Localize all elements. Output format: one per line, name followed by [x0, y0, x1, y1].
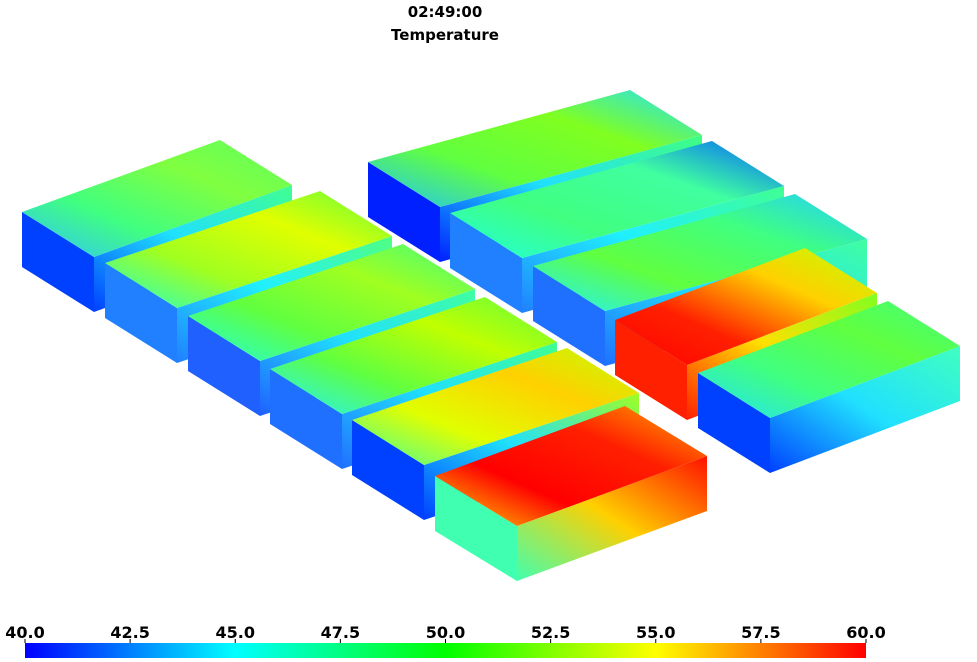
- slab-top-face: [352, 348, 639, 465]
- slab-top-face: [188, 244, 475, 361]
- slab-end-face: [450, 213, 522, 313]
- colorbar-tick-label: 42.5: [110, 623, 149, 642]
- slab-top-face: [435, 406, 707, 526]
- colorbar-tick-label: 40.0: [5, 623, 44, 642]
- slab-top-face: [698, 301, 960, 418]
- slab-side-face: [770, 346, 960, 473]
- colorbar: 40.0 42.5 45.0 47.5 50.0 52.5 55.0 57.5 60.0: [5, 623, 886, 658]
- slab-top-face: [450, 141, 784, 258]
- slab-end-face: [22, 212, 94, 312]
- slab-end-face: [615, 320, 687, 420]
- slab-top-face: [105, 191, 392, 308]
- colorbar-tick-label: 60.0: [846, 623, 885, 642]
- slab-end-face: [698, 373, 770, 473]
- slab-top-face: [22, 140, 292, 257]
- slab-top-face: [615, 248, 877, 365]
- colorbar-tick-label: 57.5: [741, 623, 780, 642]
- slab-end-face: [352, 420, 424, 520]
- slab-end-face: [435, 476, 517, 581]
- colorbar-ramp: [25, 643, 866, 658]
- slab-end-face: [188, 316, 260, 416]
- title: Temperature: [391, 26, 499, 44]
- slab-end-face: [270, 369, 342, 469]
- slab-end-face: [105, 263, 177, 363]
- colorbar-tick-label: 52.5: [531, 623, 570, 642]
- colorbar-tick-label: 45.0: [216, 623, 255, 642]
- slab-top-face: [533, 194, 867, 311]
- slab-top-face: [270, 297, 557, 414]
- slab-group: [22, 90, 960, 581]
- slab-end-face: [533, 266, 605, 366]
- slab-top-face: [368, 90, 702, 207]
- slab-end-face: [368, 162, 440, 262]
- colorbar-tick-label: 50.0: [426, 623, 465, 642]
- colorbar-tick-label: 55.0: [636, 623, 675, 642]
- colorbar-tick-label: 47.5: [321, 623, 360, 642]
- slab-side-face: [517, 456, 707, 581]
- time-label: 02:49:00: [408, 3, 483, 21]
